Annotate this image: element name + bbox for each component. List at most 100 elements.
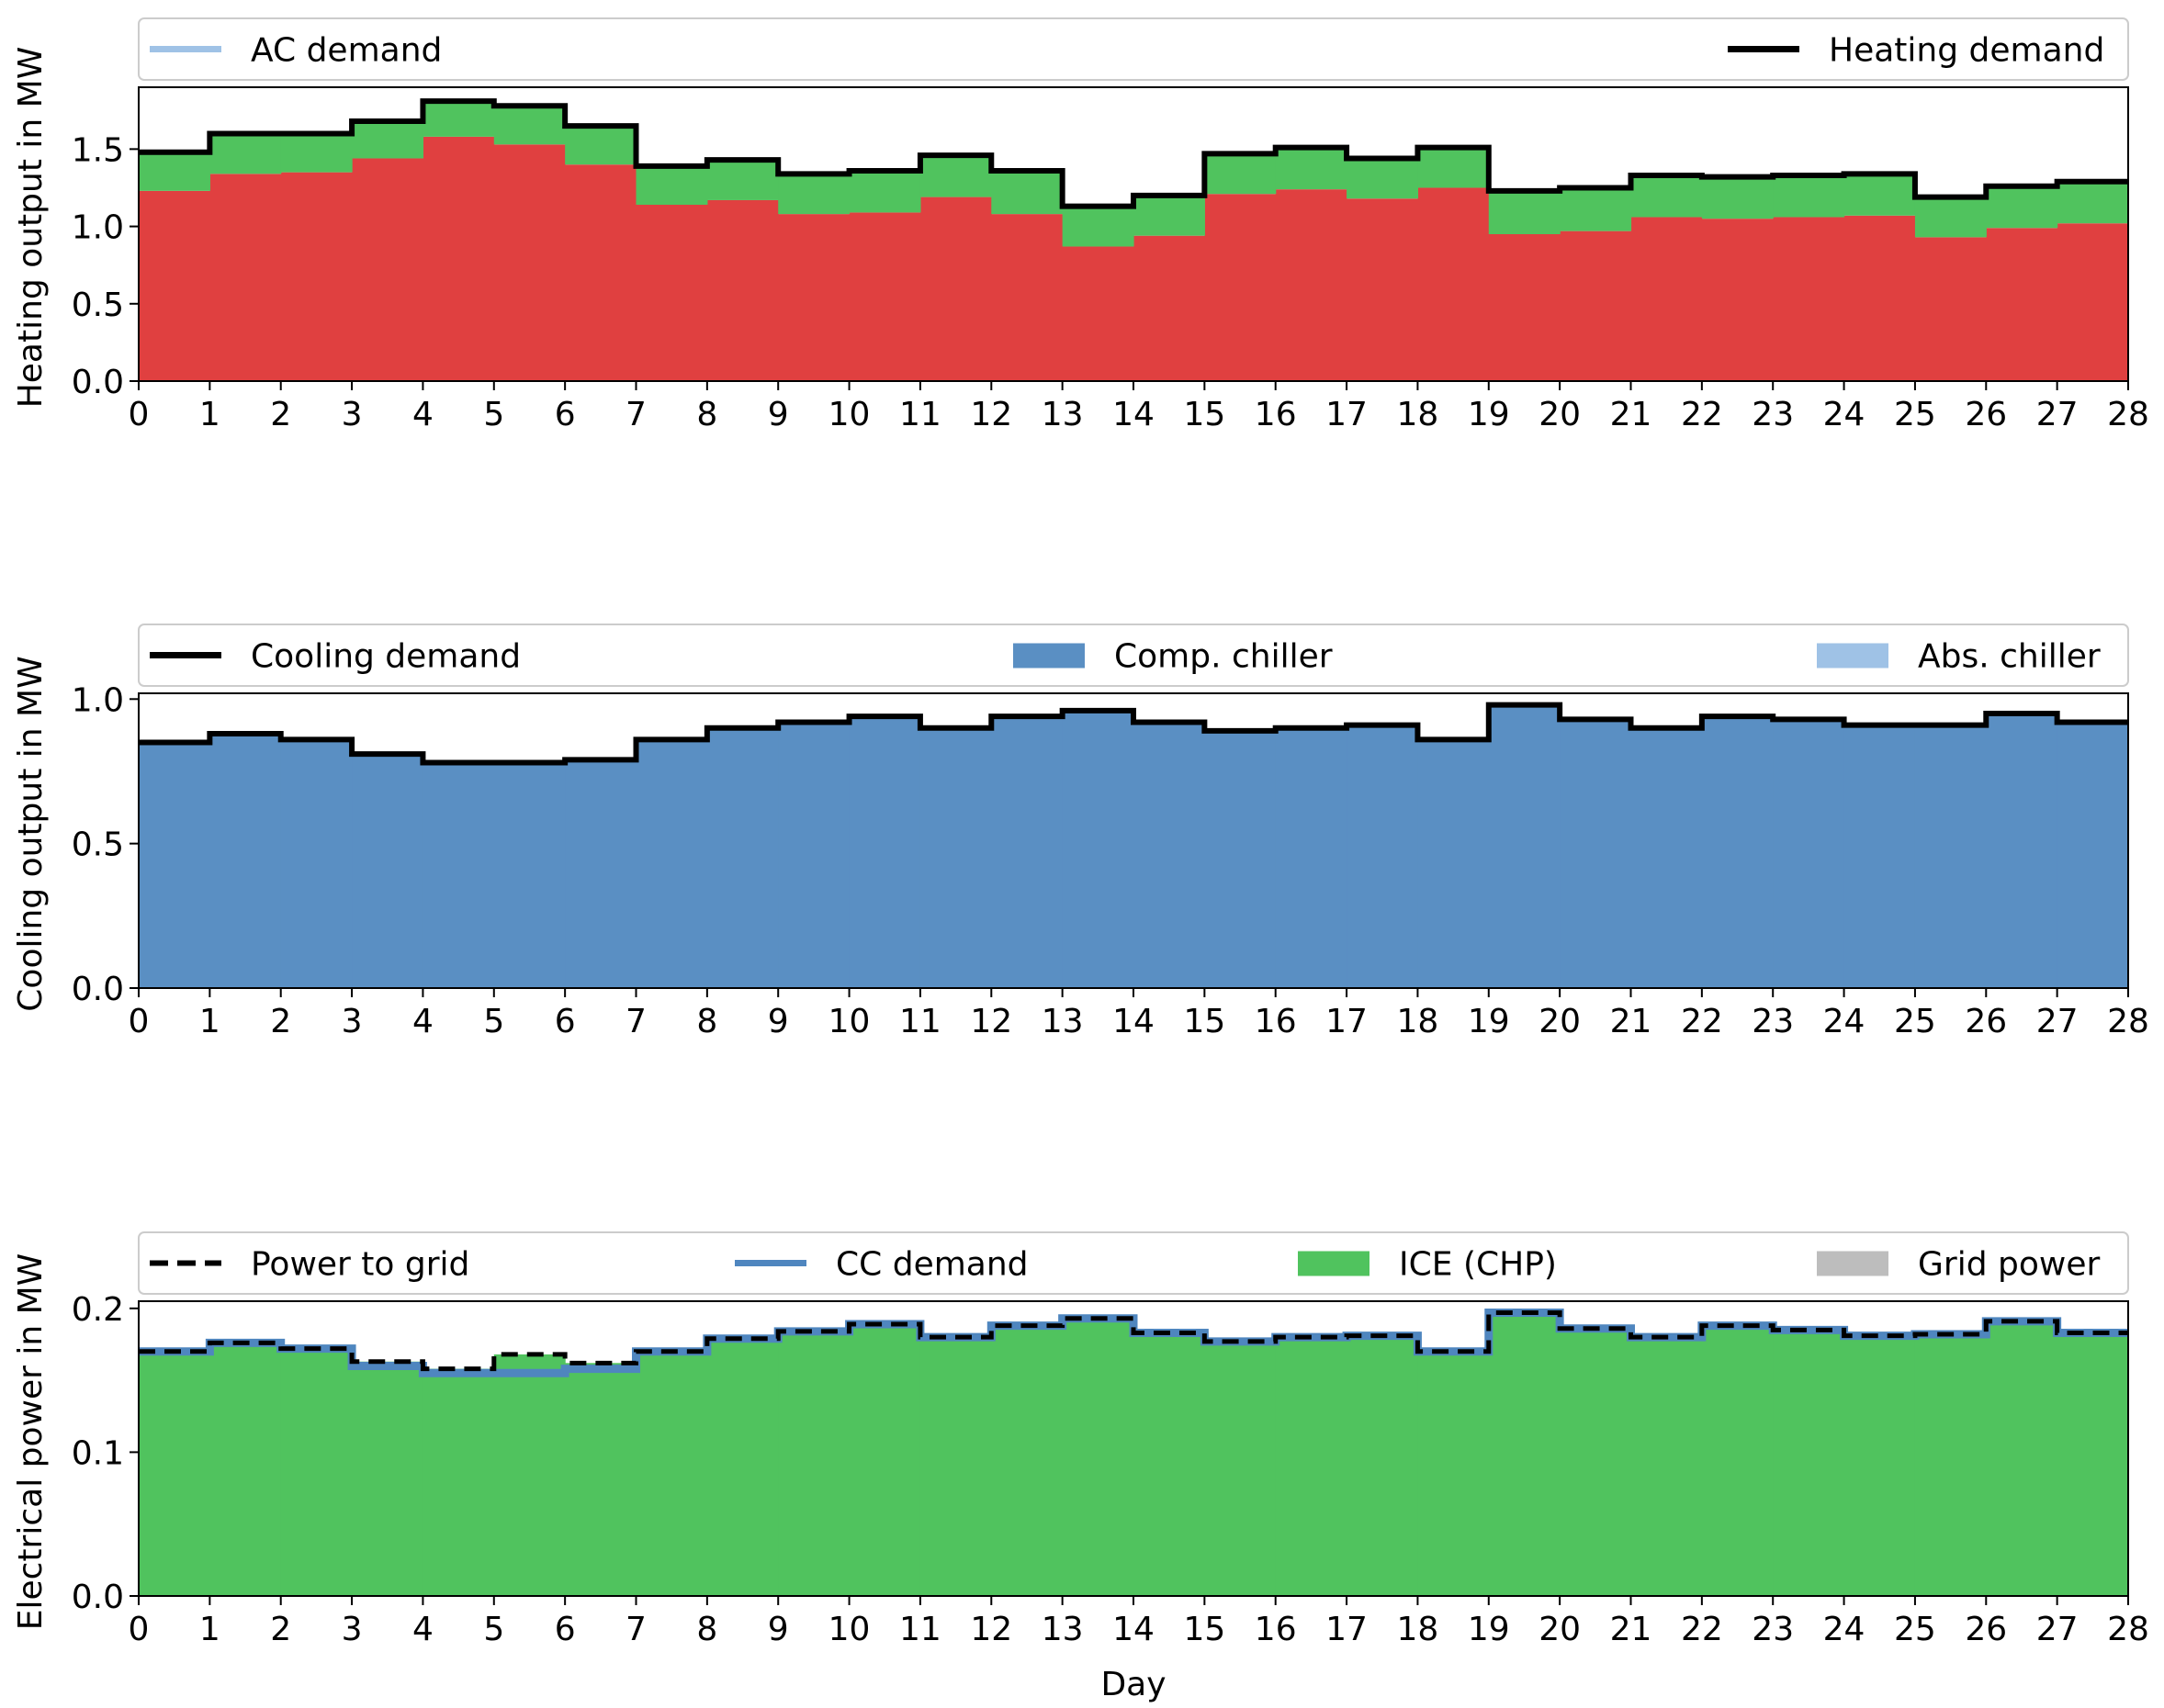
x-tick-label: 12	[970, 1003, 1012, 1040]
area-segment	[423, 1368, 495, 1596]
area-segment	[991, 716, 1064, 988]
area-segment	[1133, 195, 1205, 236]
x-tick-label: 2	[270, 1003, 291, 1040]
x-tick-label: 17	[1325, 1611, 1368, 1648]
area-segment	[1488, 190, 1561, 234]
x-tick-label: 22	[1681, 396, 1723, 433]
area-segment	[1275, 727, 1347, 988]
area-segment	[493, 106, 566, 145]
area-segment	[706, 1338, 779, 1596]
area-segment	[565, 164, 637, 381]
x-tick-label: 13	[1042, 1611, 1084, 1648]
area-segment	[1843, 215, 1916, 381]
area-segment	[849, 716, 921, 988]
x-tick-label: 11	[899, 396, 941, 433]
area-segment	[1275, 1337, 1347, 1596]
legend-item: ICE (CHP)	[1298, 1246, 1557, 1284]
x-tick-label: 18	[1397, 1611, 1439, 1648]
x-tick-label: 24	[1823, 396, 1865, 433]
area-segment	[493, 762, 566, 988]
area-segment	[1204, 153, 1277, 195]
x-tick-label: 1	[199, 1003, 220, 1040]
legend-swatch	[1298, 1251, 1369, 1276]
x-tick-label: 14	[1112, 1003, 1155, 1040]
legend-item: Cooling demand	[150, 638, 521, 676]
legend-swatch	[1013, 643, 1085, 669]
area-segment	[1347, 158, 1419, 199]
area-segment	[1347, 725, 1419, 988]
legend-label: ICE (CHP)	[1399, 1246, 1557, 1284]
x-tick-label: 21	[1610, 1003, 1652, 1040]
x-tick-label: 10	[828, 1611, 871, 1648]
area-segment	[1275, 147, 1347, 190]
area-segment	[991, 170, 1064, 215]
area-segment	[280, 1348, 353, 1596]
y-tick-label: 0.0	[72, 971, 124, 1008]
area-segment	[1204, 194, 1277, 381]
area-segment	[139, 152, 210, 191]
area-segment	[493, 144, 566, 381]
area-segment	[1062, 206, 1134, 247]
area-segment	[1062, 246, 1134, 381]
x-tick-label: 1	[199, 396, 220, 433]
legend-label: Power to grid	[251, 1246, 469, 1284]
x-tick-label: 17	[1325, 396, 1368, 433]
area-segment	[209, 1343, 282, 1596]
x-tick-label: 20	[1538, 1611, 1581, 1648]
area-segment	[1773, 719, 1845, 988]
area-segment	[1701, 176, 1774, 219]
y-tick-label: 0.0	[72, 1579, 124, 1616]
area-segment	[1986, 1320, 2058, 1596]
x-tick-label: 6	[555, 396, 576, 433]
x-tick-label: 7	[626, 1003, 647, 1040]
area-segment	[352, 754, 424, 988]
x-tick-label: 20	[1538, 396, 1581, 433]
area-segment	[1843, 1335, 1916, 1596]
area-segment	[1630, 217, 1703, 381]
area-segment	[636, 205, 708, 381]
area-segment	[1843, 725, 1916, 988]
area-segment	[1914, 1334, 1987, 1596]
area-segment	[849, 1324, 921, 1596]
area-segment	[1773, 1330, 1845, 1596]
area-segment	[1630, 1337, 1703, 1596]
area-segment	[1488, 1312, 1561, 1596]
x-tick-label: 9	[768, 1611, 789, 1648]
area-segment	[1133, 1332, 1205, 1596]
x-axis-label: Day	[1100, 1666, 1166, 1703]
legend-item: Comp. chiller	[1013, 638, 1333, 676]
area-segment	[139, 1351, 210, 1596]
x-tick-label: 3	[342, 396, 363, 433]
legend-item: Grid power	[1817, 1246, 2100, 1284]
x-tick-label: 23	[1752, 1003, 1794, 1040]
x-tick-label: 2	[270, 1611, 291, 1648]
x-tick-label: 26	[1965, 1003, 2007, 1040]
x-tick-label: 13	[1042, 396, 1084, 433]
area-segment	[2057, 223, 2129, 381]
x-tick-label: 12	[970, 1611, 1012, 1648]
y-tick-label: 0.0	[72, 364, 124, 401]
x-tick-label: 25	[1894, 1611, 1936, 1648]
area-segment	[280, 739, 353, 988]
y-tick-label: 0.1	[72, 1434, 124, 1472]
y-tick-label: 0.5	[72, 287, 124, 324]
x-tick-label: 2	[270, 396, 291, 433]
legend-label: Grid power	[1918, 1246, 2100, 1284]
x-tick-label: 6	[555, 1611, 576, 1648]
area-segment	[919, 197, 992, 381]
x-tick-label: 14	[1112, 396, 1155, 433]
demand-line	[139, 98, 2128, 209]
area-segment	[706, 199, 779, 381]
x-tick-label: 8	[696, 1003, 717, 1040]
x-tick-label: 26	[1965, 396, 2007, 433]
y-tick-label: 0.5	[72, 826, 124, 864]
x-tick-label: 0	[129, 396, 150, 433]
legend-label: Cooling demand	[251, 638, 521, 676]
area-segment	[352, 158, 424, 381]
area-segment	[1133, 722, 1205, 988]
x-tick-label: 19	[1468, 396, 1510, 433]
x-tick-label: 10	[828, 1003, 871, 1040]
area-segment	[1560, 187, 1632, 231]
y-tick-label: 1.5	[72, 131, 124, 169]
area-segment	[1204, 730, 1277, 988]
